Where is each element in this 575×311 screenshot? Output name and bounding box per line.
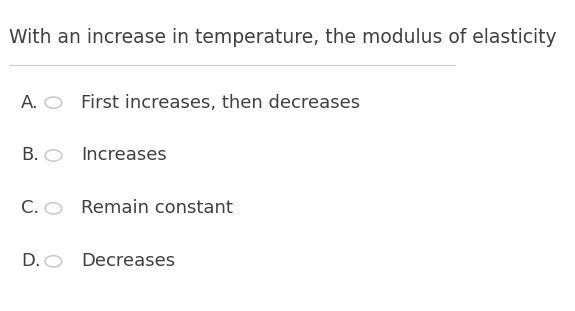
Text: C.: C. (21, 199, 39, 217)
Text: A.: A. (21, 94, 39, 112)
Text: Increases: Increases (81, 146, 167, 165)
Text: D.: D. (21, 252, 40, 270)
Text: First increases, then decreases: First increases, then decreases (81, 94, 361, 112)
Text: Decreases: Decreases (81, 252, 175, 270)
Text: With an increase in temperature, the modulus of elasticity: With an increase in temperature, the mod… (9, 28, 557, 47)
Text: Remain constant: Remain constant (81, 199, 233, 217)
Text: B.: B. (21, 146, 39, 165)
